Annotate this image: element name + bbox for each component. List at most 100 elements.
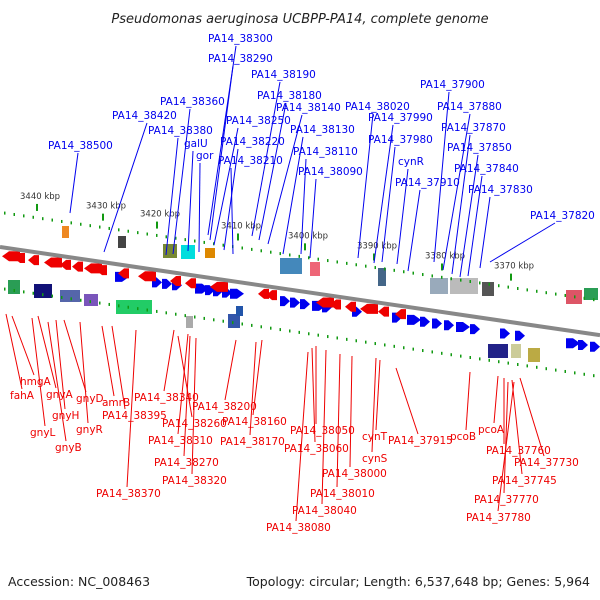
scale-dot: [384, 267, 386, 271]
scale-label: 3400 kbp: [288, 231, 328, 241]
scale-dot: [89, 224, 91, 228]
forward-gene-arrow: [230, 288, 244, 299]
scale-dot: [545, 291, 547, 295]
reverse-gene-arrow: [138, 271, 156, 282]
feature-layer: [2, 226, 600, 362]
scale-dot: [336, 260, 338, 264]
scale-dot: [498, 360, 500, 364]
forward-gene-leader: [479, 196, 491, 269]
scale-dot: [374, 342, 376, 346]
scale-dot: [146, 308, 148, 312]
reverse-gene-label: PA14_38160: [222, 416, 287, 428]
forward-gene-arrow: [456, 322, 470, 333]
scale-dot: [460, 354, 462, 358]
reverse-gene-label: fahA: [10, 390, 35, 402]
scale-dot: [384, 343, 386, 347]
scale-dot: [583, 372, 585, 376]
scale-dot: [42, 217, 44, 221]
forward-gene-leader: [373, 124, 394, 264]
homology-block: [8, 280, 20, 294]
scale-dot: [80, 298, 82, 302]
forward-gene-label: PA14_37980: [368, 134, 433, 146]
reverse-gene-arrow: [170, 275, 181, 286]
forward-gene-label: gor: [196, 150, 214, 162]
reverse-gene-label: PA14_38270: [154, 457, 219, 469]
scale-dot: [118, 228, 120, 232]
scale-dot: [317, 257, 319, 261]
scale-dot: [431, 274, 433, 278]
forward-gene-arrow: [578, 339, 588, 350]
forward-gene-leader: [172, 108, 191, 255]
forward-gene-label: PA14_38500: [48, 140, 113, 152]
scale-dot: [517, 286, 519, 290]
reverse-gene-leader: [31, 317, 46, 427]
reverse-gene-arrow: [60, 259, 71, 270]
forward-gene-arrow: [300, 299, 310, 310]
reverse-gene-label: PA14_38040: [292, 505, 357, 517]
scale-dot: [393, 344, 395, 348]
scale-dot: [232, 321, 234, 325]
reverse-gene-label: gnyR: [76, 424, 103, 436]
forward-gene-arrow: [205, 285, 215, 296]
reverse-gene-leader: [371, 357, 377, 453]
scale-dot: [336, 336, 338, 340]
reverse-gene-leader: [465, 371, 471, 431]
reverse-gene-label: PA14_38010: [310, 488, 375, 500]
forward-gene-label: PA14_38090: [298, 166, 363, 178]
reverse-gene-label: PA14_38320: [162, 475, 227, 487]
forward-gene-arrow: [432, 318, 442, 329]
label-leader-lines: [5, 45, 556, 522]
forward-gene-leader: [258, 102, 287, 241]
reverse-gene-arrow: [14, 253, 25, 264]
scale-dot: [184, 238, 186, 242]
scale-dot: [583, 296, 585, 300]
homology-block: [163, 244, 177, 258]
scale-dot: [279, 328, 281, 332]
reverse-gene-arrow: [378, 306, 389, 317]
scale-dot: [298, 254, 300, 258]
scale-dot: [393, 268, 395, 272]
scale-dot: [308, 332, 310, 336]
scale-dot: [403, 346, 405, 350]
scale-dot: [327, 335, 329, 339]
homology-block: [84, 294, 98, 306]
reverse-gene-arrow: [395, 309, 406, 320]
scale-label: 3440 kbp: [20, 192, 60, 202]
forward-gene-label: galU: [184, 138, 208, 150]
scale-dot: [517, 362, 519, 366]
scale-dot: [260, 249, 262, 253]
scale-dot: [431, 350, 433, 354]
backbone-line: [0, 245, 600, 338]
reverse-gene-leader: [191, 337, 197, 475]
reverse-gene-leader: [11, 315, 35, 376]
homology-block: [34, 284, 52, 298]
scale-dot: [526, 288, 528, 292]
scale-dot: [526, 364, 528, 368]
homology-block: [118, 236, 126, 248]
homology-block: [310, 262, 320, 276]
homology-block: [430, 278, 448, 294]
reverse-gene-label: PA14_38260: [162, 418, 227, 430]
scale-dot: [469, 356, 471, 360]
forward-gene-leader: [433, 91, 450, 263]
scale-dot: [137, 307, 139, 311]
scale-dot: [175, 312, 177, 316]
homology-block: [228, 314, 240, 328]
reverse-gene-leader: [101, 325, 115, 397]
scale-dot: [194, 239, 196, 243]
scale-dot: [374, 266, 376, 270]
scale-dot: [108, 302, 110, 306]
forward-gene-arrow: [392, 312, 402, 323]
scale-dot: [194, 315, 196, 319]
forward-gene-label: PA14_38290: [208, 53, 273, 65]
scale-major-tick: [304, 243, 306, 251]
scale-dot: [555, 292, 557, 296]
forward-gene-arrow: [407, 314, 421, 325]
forward-gene-arrow: [162, 278, 172, 289]
reverse-gene-leader: [249, 341, 257, 436]
scale-dot: [450, 353, 452, 357]
reverse-gene-leader: [511, 379, 523, 475]
scale-dot: [61, 295, 63, 299]
reverse-gene-label: PA14_38370: [96, 488, 161, 500]
forward-gene-label: PA14_37840: [454, 163, 519, 175]
